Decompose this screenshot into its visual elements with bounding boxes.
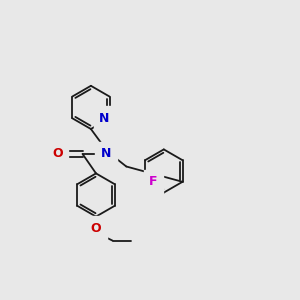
Text: N: N [99,112,110,125]
Text: F: F [149,175,158,188]
Text: O: O [91,221,101,235]
Text: N: N [101,147,111,161]
Text: O: O [52,147,63,161]
